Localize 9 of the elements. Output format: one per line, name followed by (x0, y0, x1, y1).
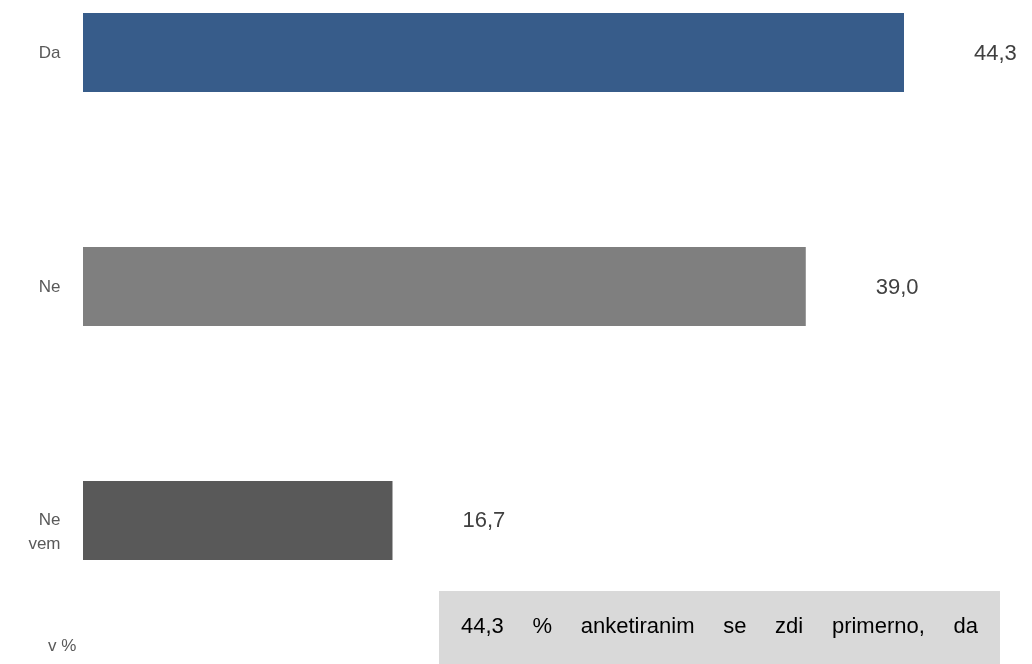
data-label: 39,0 (875, 273, 919, 299)
y-tick-label: Ne vem (28, 510, 61, 554)
data-label: 44,3 (974, 39, 1017, 65)
note-box: 44,3 % anketiranim se zdi primerno, da (439, 591, 1000, 664)
data-label: 16,7 (462, 507, 506, 533)
y-tick-label: Ne (38, 276, 61, 296)
y-tick-label: Da (38, 42, 62, 62)
text: v % (48, 636, 77, 656)
annotation: 44,3 % anketiranim se zdi primerno, da (461, 612, 978, 640)
